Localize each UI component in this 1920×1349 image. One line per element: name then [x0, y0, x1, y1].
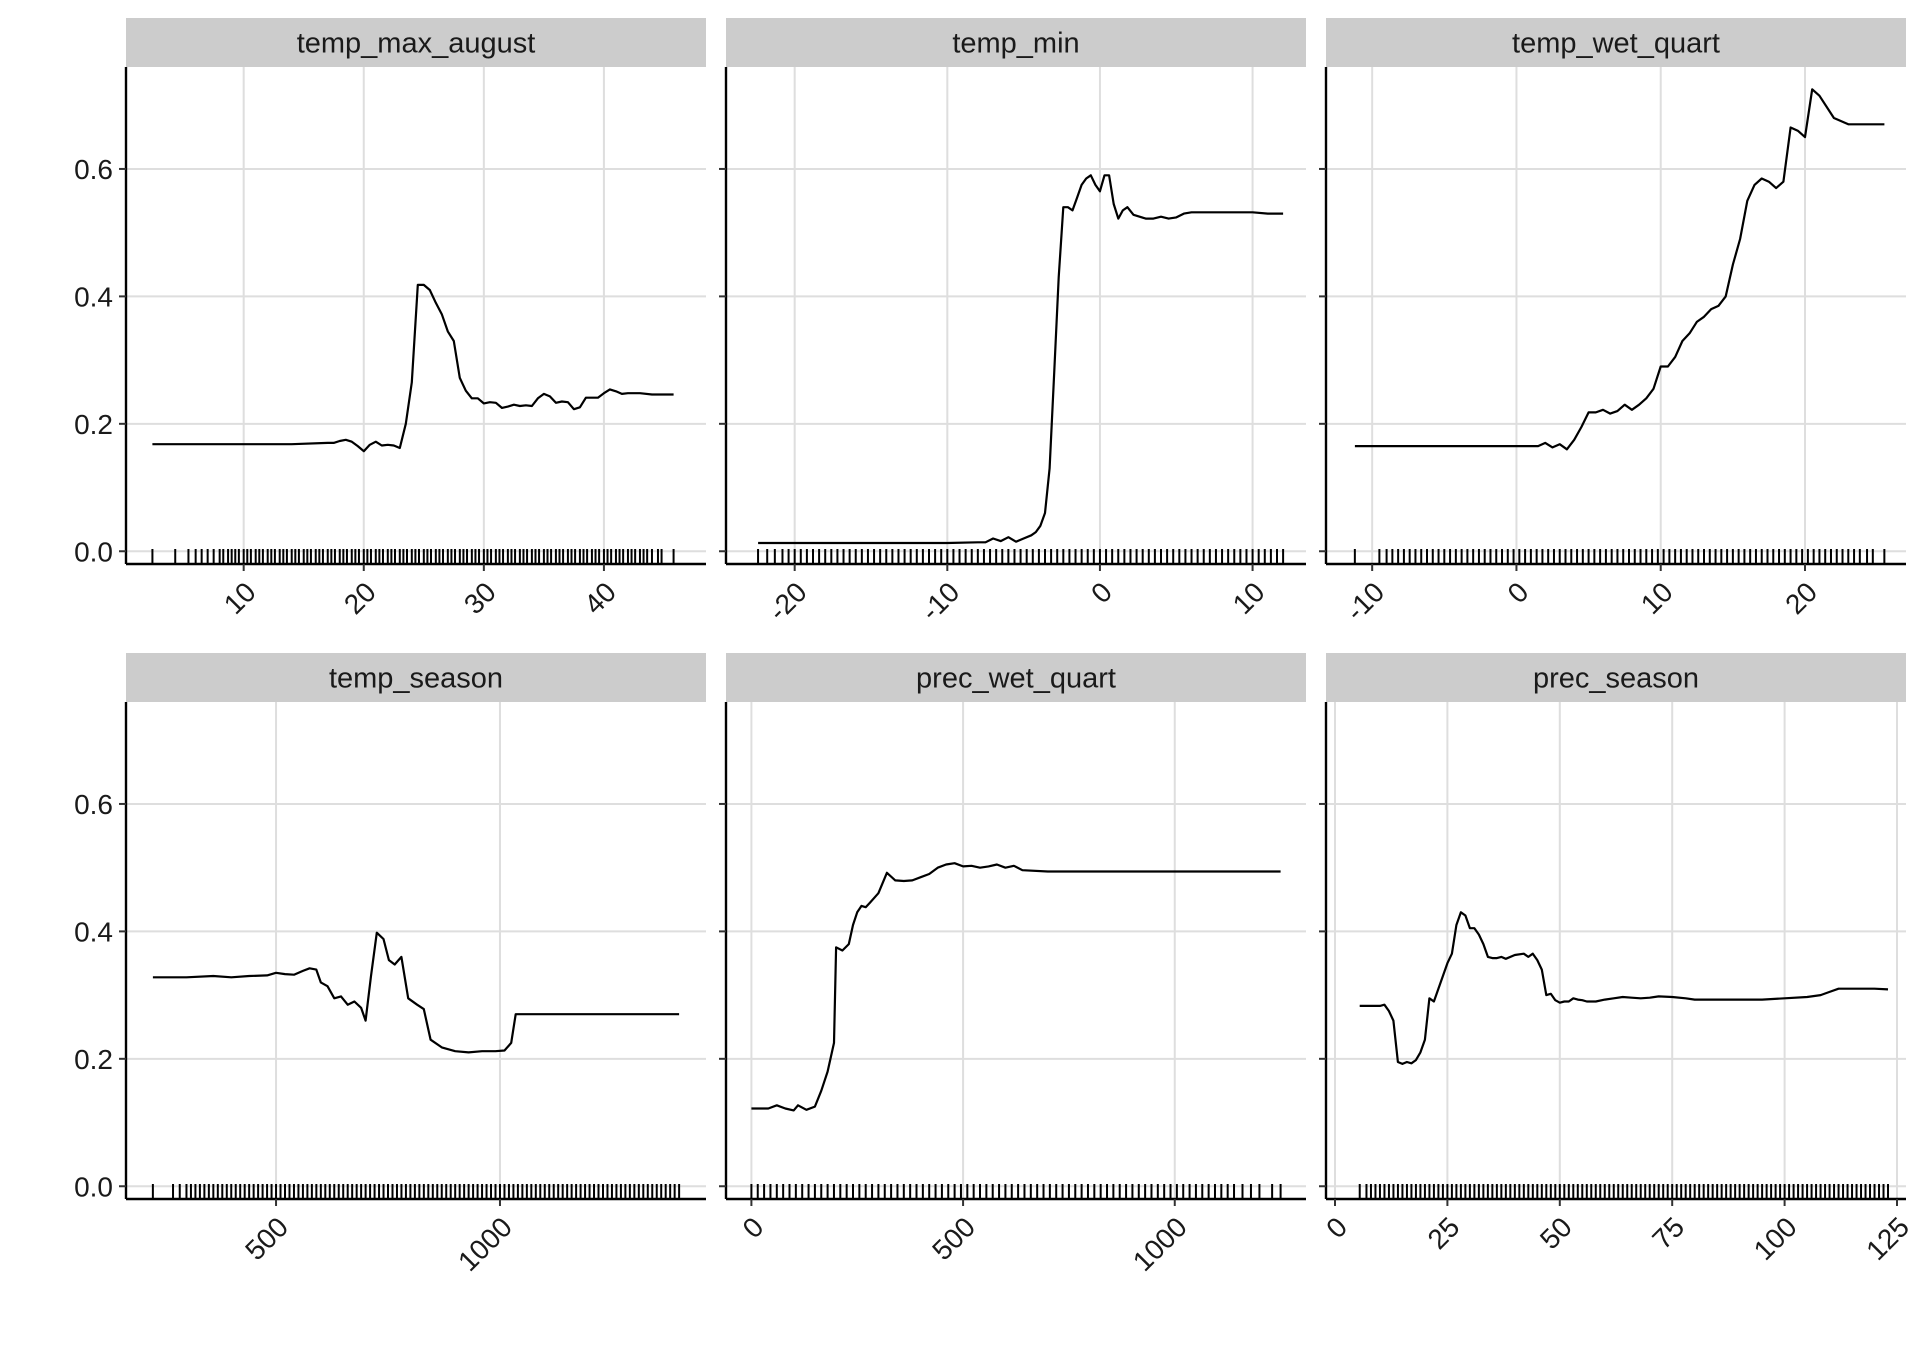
y-tick-label: 0.6 [74, 154, 113, 185]
facet-strip [1326, 18, 1906, 67]
x-tick-label: 0 [1320, 1211, 1353, 1244]
x-tick-label: 20 [1779, 576, 1823, 620]
y-tick-label: 0.6 [74, 789, 113, 820]
x-tick-label: 50 [1534, 1211, 1578, 1255]
facet-panel-temp_min: temp_min -20 -10 0 10 [719, 18, 1306, 627]
y-tick-label: 0.0 [74, 536, 113, 567]
facet-panel-temp_wet_quart: temp_wet_quart -10 0 10 20 [1319, 18, 1906, 627]
x-tick-label: 500 [239, 1211, 294, 1266]
y-tick-label: 0.2 [74, 1044, 113, 1075]
facet-strip [1326, 653, 1906, 702]
facet-panel-temp_max_august: temp_max_august 10 20 30 40 0.0 0.2 0.4 0.6 [74, 18, 706, 620]
x-tick-label: 500 [926, 1211, 981, 1266]
facet-strip-label: temp_max_august [297, 28, 536, 60]
x-tick-label: -10 [1340, 576, 1391, 627]
facet-strip [726, 653, 1306, 702]
facet-panel-prec_season: prec_season 0 25 50 75 100 125 [1319, 653, 1915, 1266]
x-tick-label: 0 [1502, 576, 1535, 609]
x-tick-label: -20 [762, 576, 813, 627]
x-tick-label: 75 [1646, 1211, 1690, 1255]
facet-strip-label: temp_wet_quart [1512, 28, 1720, 60]
series-line [758, 174, 1284, 545]
facet-strip [126, 18, 706, 67]
series-line [1354, 88, 1885, 451]
x-tick-label: 0 [737, 1211, 770, 1244]
facet-strip-label: prec_wet_quart [916, 663, 1116, 695]
x-tick-label: -10 [915, 576, 966, 627]
x-tick-label: 25 [1422, 1211, 1466, 1255]
facet-strip-label: temp_season [329, 663, 503, 695]
facet-panel-temp_season: temp_season 500 1000 0.0 0.2 0.4 0.6 [74, 653, 706, 1277]
series-line [1359, 911, 1889, 1066]
series-line [751, 862, 1281, 1112]
x-tick-label: 10 [1635, 576, 1679, 620]
series-line [152, 283, 674, 453]
x-tick-label: 0 [1085, 576, 1118, 609]
series-line [152, 931, 680, 1054]
x-tick-label: 100 [1748, 1211, 1803, 1266]
x-tick-label: 10 [1227, 576, 1271, 620]
facet-strip [726, 18, 1306, 67]
x-tick-label: 1000 [452, 1211, 518, 1277]
x-tick-label: 10 [218, 576, 262, 620]
x-tick-label: 20 [338, 576, 382, 620]
y-tick-label: 0.2 [74, 409, 113, 440]
x-tick-label: 30 [458, 576, 502, 620]
facet-strip-label: prec_season [1533, 663, 1699, 695]
y-tick-label: 0.0 [74, 1171, 113, 1202]
x-tick-label: 125 [1860, 1211, 1915, 1266]
facet-strip-label: temp_min [952, 28, 1079, 60]
x-tick-label: 40 [578, 576, 622, 620]
y-tick-label: 0.4 [74, 281, 113, 312]
y-tick-label: 0.4 [74, 916, 113, 947]
x-tick-label: 1000 [1127, 1211, 1193, 1277]
facet-strip [126, 653, 706, 702]
facet-panel-prec_wet_quart: prec_wet_quart 0 500 1000 [719, 653, 1306, 1277]
